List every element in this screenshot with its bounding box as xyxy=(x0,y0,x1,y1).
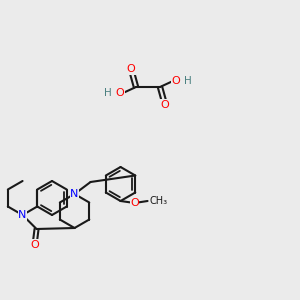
Text: O: O xyxy=(116,88,124,98)
Text: H: H xyxy=(184,76,192,86)
Text: CH₃: CH₃ xyxy=(150,196,168,206)
Text: O: O xyxy=(30,240,39,250)
Text: O: O xyxy=(160,100,169,110)
Text: O: O xyxy=(172,76,180,86)
Text: H: H xyxy=(104,88,112,98)
Text: N: N xyxy=(70,189,79,199)
Text: N: N xyxy=(18,210,27,220)
Text: O: O xyxy=(130,198,139,208)
Text: O: O xyxy=(127,64,135,74)
